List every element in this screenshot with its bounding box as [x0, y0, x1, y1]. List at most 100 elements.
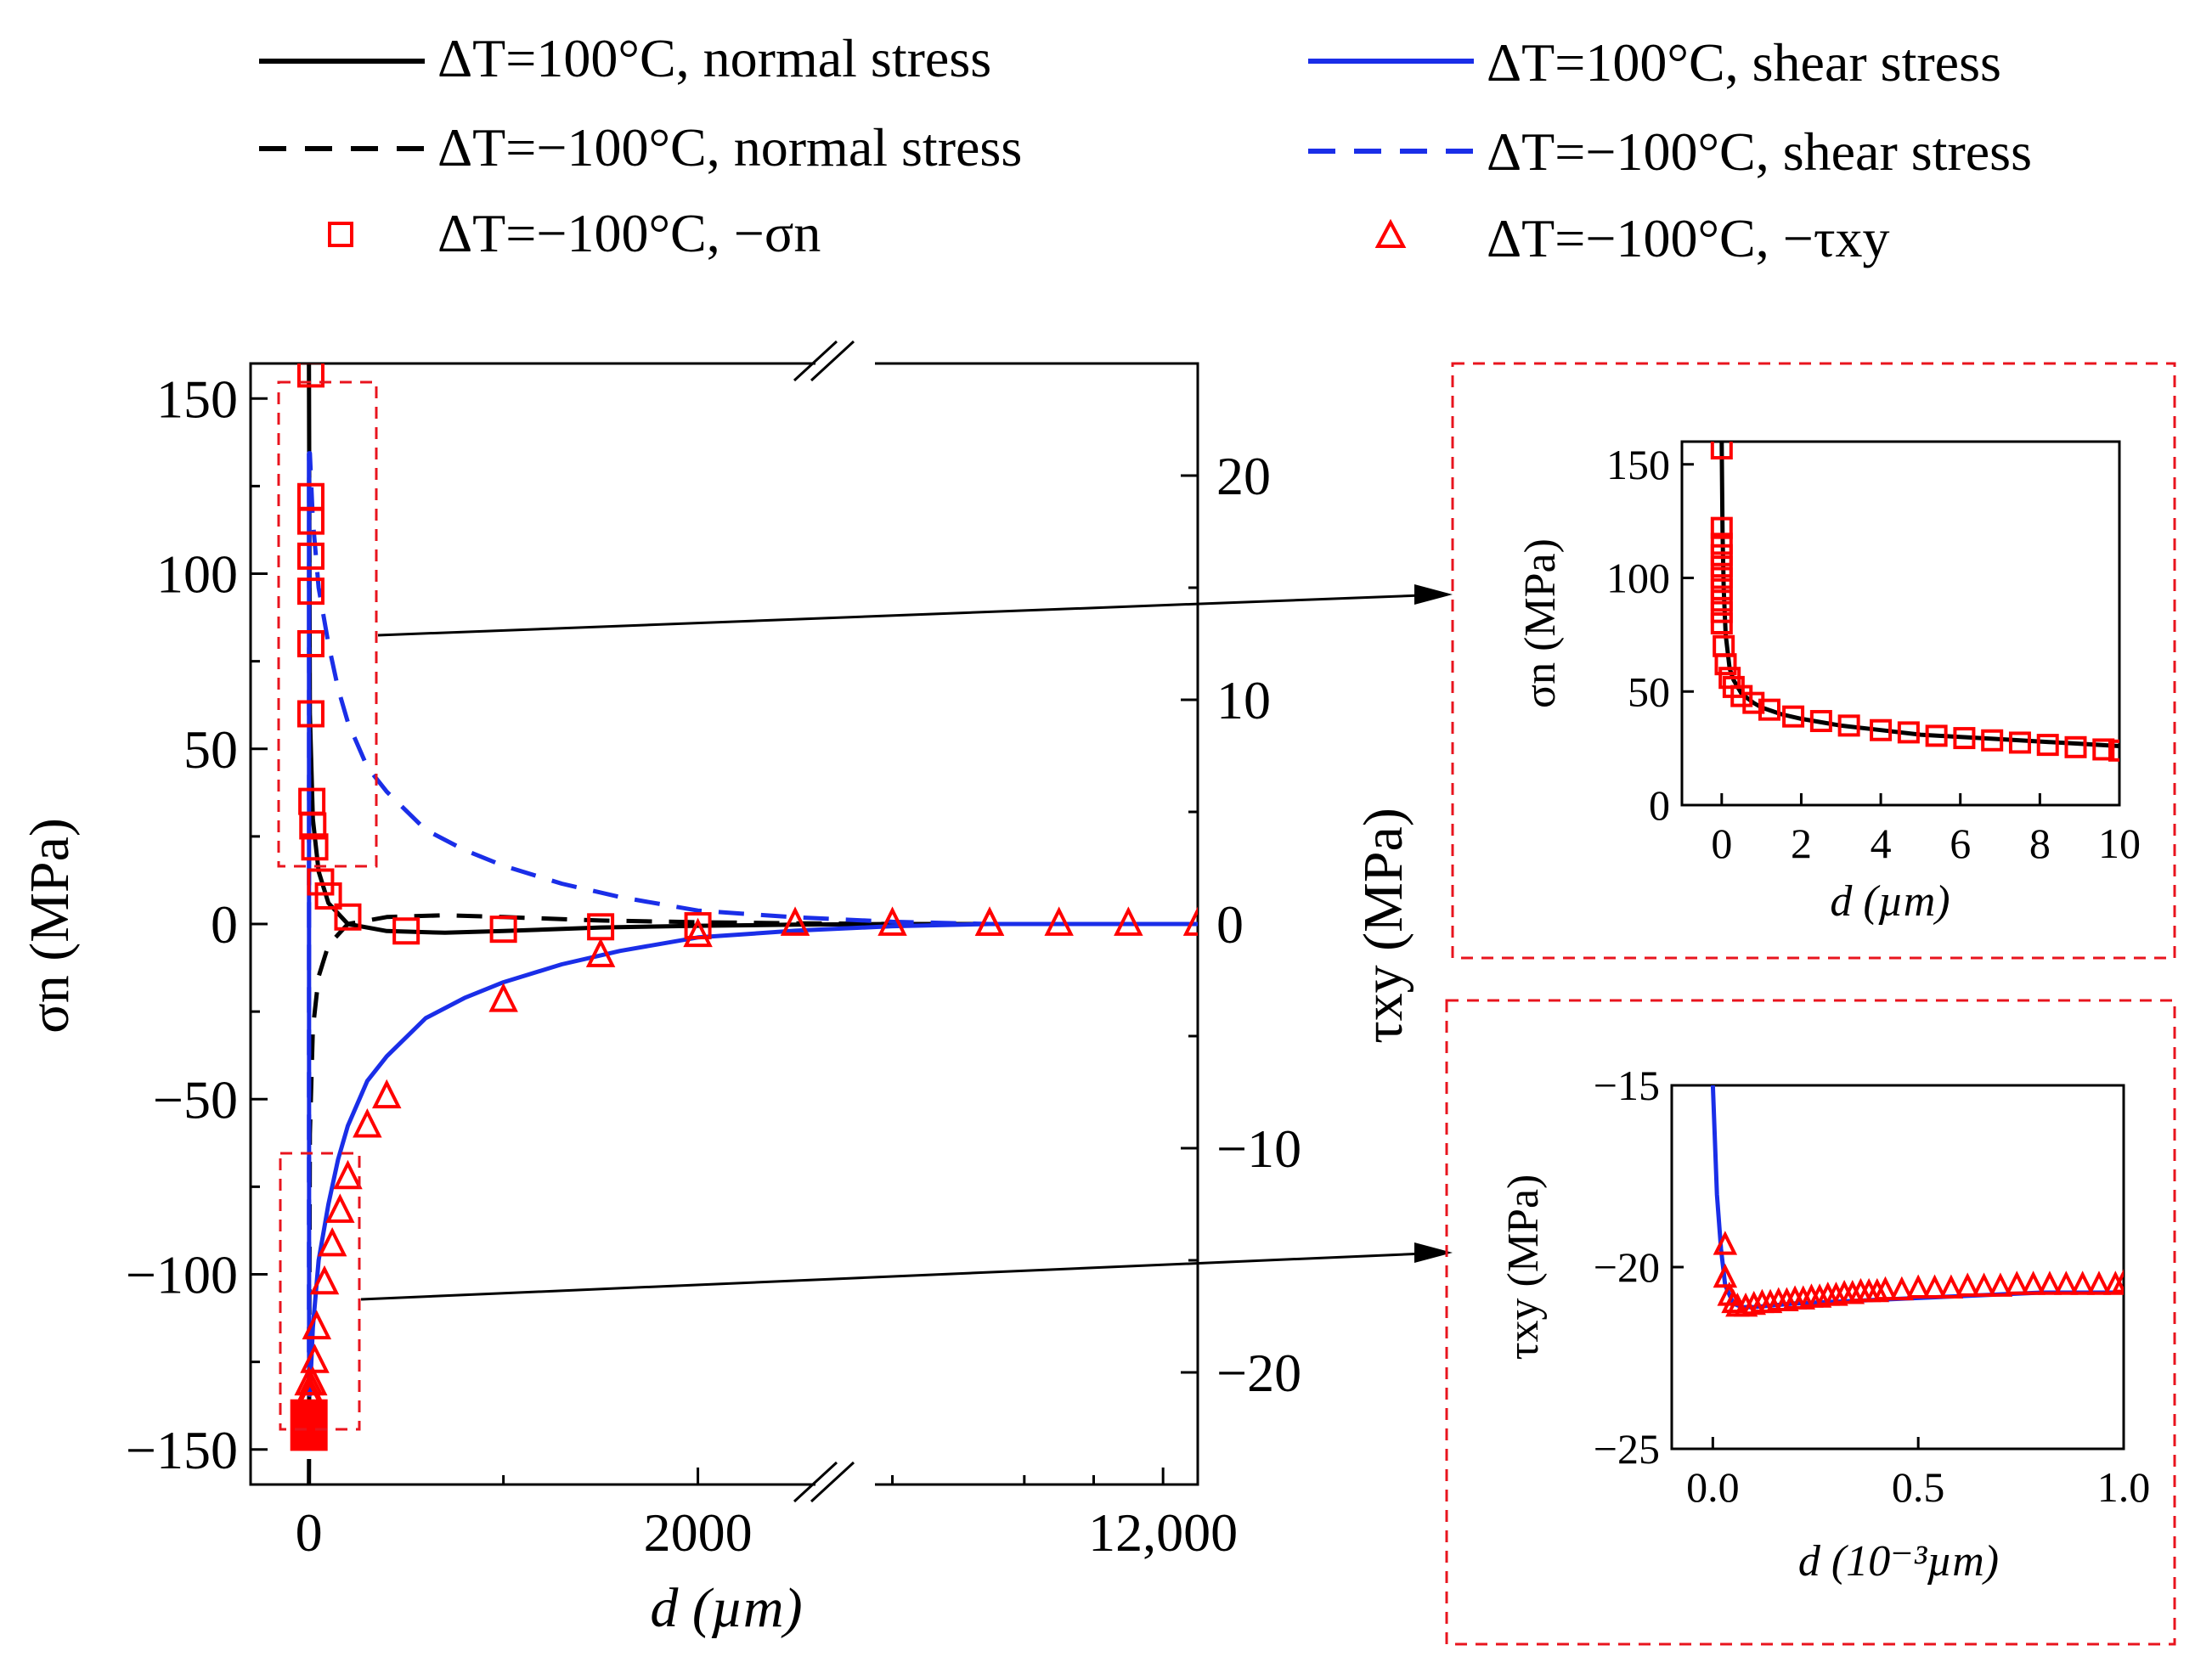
- triangle-marker: [2103, 1270, 2124, 1295]
- legend-dash-blue-label: ΔT=−100°C, shear stress: [1487, 121, 2032, 182]
- legend-solid-black-label: ΔT=100°C, normal stress: [437, 28, 991, 88]
- series-line: [307, 451, 1198, 1395]
- triangle-marker: [300, 1344, 330, 1373]
- square-marker: [1710, 532, 1733, 555]
- main-series-group: [290, 363, 1198, 1485]
- square-marker: [1809, 710, 1832, 733]
- legend-solid-blue-label: ΔT=100°C, shear stress: [1487, 32, 2001, 93]
- triangle-marker: [877, 906, 907, 936]
- legend-square-label: ΔT=−100°C, −σn: [437, 203, 821, 263]
- inset-sigma-plot-frame: [1680, 440, 2121, 807]
- main-ytick-right-label: −10: [1216, 1118, 1301, 1179]
- square-marker: [1710, 566, 1733, 589]
- inset-ytick-label: 50: [1628, 668, 1670, 715]
- triangle-marker: [325, 1193, 355, 1223]
- square-marker: [1782, 705, 1805, 728]
- triangle-marker: [1114, 906, 1143, 936]
- inset-series-group: [1710, 442, 2119, 762]
- legend-square-marker: [328, 222, 353, 247]
- triangle-marker: [1865, 1277, 1890, 1303]
- triangle-marker: [317, 1226, 347, 1257]
- arrow-to-tau-inset: [360, 1251, 1445, 1301]
- arrow-head-sigma: [1414, 584, 1453, 605]
- inset-sigma-x-axis-label: d (µm): [1830, 877, 1950, 926]
- square-marker: [1710, 442, 1733, 460]
- series-line: [307, 913, 1198, 1485]
- legend-dash-black-label: ΔT=−100°C, normal stress: [437, 117, 1022, 177]
- triangle-marker: [2021, 1270, 2046, 1295]
- triangle-marker: [1741, 1290, 1766, 1316]
- triangle-marker: [1713, 1231, 1738, 1255]
- square-marker: [1870, 718, 1893, 741]
- square-marker: [2064, 735, 2087, 758]
- square-marker: [1981, 729, 2004, 752]
- legend: ΔT=100°C, normal stress ΔT=−100°C, norma…: [259, 28, 2032, 268]
- square-marker: [1714, 653, 1737, 676]
- main-ytick-left-label: 50: [183, 719, 238, 780]
- square-marker: [2108, 739, 2119, 762]
- square-marker: [296, 700, 324, 728]
- inset-xtick-label: 2: [1791, 820, 1812, 867]
- main-xtick-label: 12,000: [1088, 1502, 1238, 1563]
- inset-sigma-frame: [1451, 362, 2176, 960]
- triangle-marker: [372, 1079, 402, 1109]
- square-marker: [1710, 516, 1733, 539]
- inset-sigma-y-axis-label: σn (MPa): [1516, 538, 1565, 708]
- triangle-marker: [1721, 1288, 1746, 1314]
- main-ytick-right-label: 10: [1216, 670, 1271, 730]
- square-marker: [334, 903, 362, 931]
- inset-ytick-label: 150: [1606, 441, 1670, 488]
- triangle-marker: [488, 983, 518, 1012]
- main-ytick-left-label: 100: [156, 544, 238, 605]
- square-marker: [489, 916, 517, 944]
- triangle-marker: [302, 1310, 332, 1340]
- zoom-box-tau: [279, 1152, 361, 1431]
- triangle-marker: [1775, 1287, 1799, 1312]
- triangle-marker: [2070, 1270, 2095, 1295]
- triangle-marker: [1713, 1263, 1738, 1288]
- square-marker: [296, 507, 324, 535]
- triangle-marker: [1791, 1285, 1815, 1310]
- triangle-marker: [585, 938, 616, 967]
- square-marker: [1710, 544, 1733, 566]
- square-marker: [1837, 714, 1860, 737]
- inset-xtick-label: 0.5: [1892, 1463, 1945, 1511]
- arrow-to-sigma-inset: [377, 590, 1445, 637]
- square-marker: [296, 363, 324, 388]
- square-marker: [1710, 589, 1733, 612]
- triangle-marker: [2086, 1270, 2112, 1295]
- triangle-marker: [309, 1265, 340, 1295]
- square-marker: [1713, 634, 1735, 657]
- square-marker: [301, 833, 329, 861]
- arrow-head-tau: [1414, 1242, 1453, 1263]
- inset-xtick-label: 8: [2029, 820, 2051, 867]
- triangle-marker: [1955, 1272, 1980, 1297]
- inset-ytick-label: −25: [1594, 1425, 1660, 1473]
- main-xtick-label: 2000: [644, 1502, 753, 1563]
- inset-xtick-label: 0: [1711, 820, 1732, 867]
- main-ytick-left-label: 0: [211, 894, 238, 955]
- inset-tau-frame: [1445, 999, 2176, 1646]
- triangle-marker: [780, 906, 810, 936]
- square-marker: [1953, 727, 1976, 750]
- inset-ytick-label: 0: [1649, 781, 1670, 829]
- inset-tau-plot-frame: [1670, 1084, 2125, 1451]
- inset-ytick-label: −15: [1594, 1062, 1660, 1109]
- triangle-marker: [974, 906, 1005, 936]
- triangle-marker: [1905, 1274, 1931, 1299]
- square-marker: [296, 630, 324, 657]
- square-marker: [296, 542, 324, 570]
- triangle-marker: [1824, 1282, 1848, 1306]
- triangle-marker: [1873, 1276, 1898, 1301]
- triangle-marker: [1938, 1274, 1964, 1299]
- square-marker: [299, 812, 327, 840]
- square-marker: [1710, 612, 1733, 634]
- square-marker: [1925, 724, 1948, 747]
- main-ytick-right-label: 0: [1216, 894, 1244, 955]
- triangle-marker: [1972, 1272, 1996, 1297]
- inset-tau-x-axis-label: d (10⁻³µm): [1798, 1537, 1999, 1586]
- triangle-marker: [2054, 1270, 2079, 1295]
- main-y-axis-label-right: τxy (MPa): [1352, 808, 1414, 1044]
- main-xtick-label: 0: [296, 1502, 323, 1563]
